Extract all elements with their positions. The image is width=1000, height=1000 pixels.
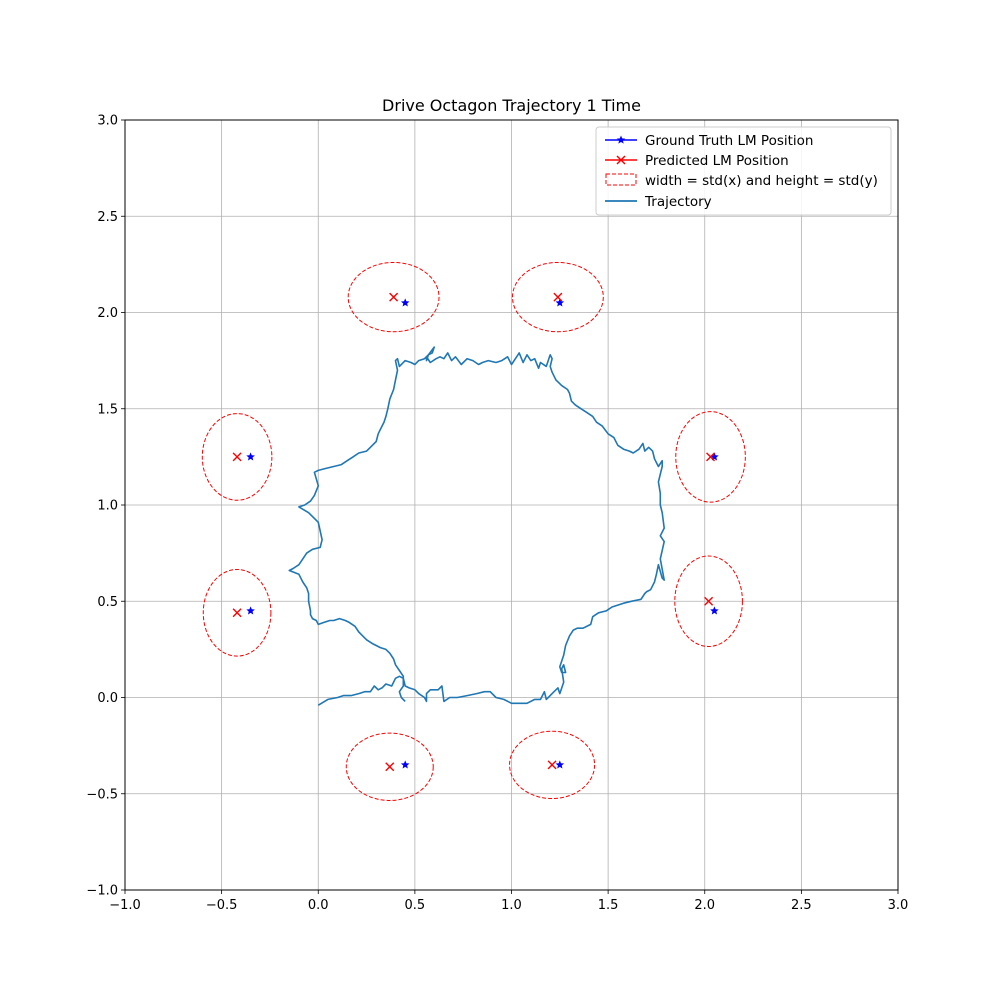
legend-ellipse-label: width = std(x) and height = std(y) xyxy=(645,173,878,189)
y-tick-label: 0.0 xyxy=(97,691,118,706)
x-tick-label: 2.0 xyxy=(694,898,715,913)
ground-truth-star-marker xyxy=(400,298,410,307)
predicted-x-marker xyxy=(385,762,395,772)
ground-truth-star-marker xyxy=(555,298,565,307)
trajectory-layer xyxy=(288,346,666,706)
x-tick-label: 3.0 xyxy=(888,898,909,913)
y-tick-label: 3.0 xyxy=(97,114,118,129)
legend-predicted-x-icon xyxy=(616,155,626,165)
ground-truth-star-marker xyxy=(555,760,565,769)
std-ellipse xyxy=(201,413,273,501)
std-ellipse xyxy=(674,555,743,647)
legend-ground-truth-label: Ground Truth LM Position xyxy=(645,133,813,149)
x-tick-label: −0.5 xyxy=(206,898,238,913)
std-ellipse xyxy=(511,261,604,333)
predicted-x-marker xyxy=(389,292,399,302)
std-ellipse xyxy=(345,732,434,801)
predicted-x-marker xyxy=(706,452,716,462)
predicted-x-marker xyxy=(547,760,557,770)
trajectory-line xyxy=(288,346,666,706)
x-tick-label: 0.0 xyxy=(308,898,329,913)
legend-ellipse-patch xyxy=(605,173,637,186)
std-ellipse xyxy=(347,261,440,333)
ground-truth-star-marker xyxy=(246,606,255,615)
std-ellipse xyxy=(509,730,596,800)
y-tick-label: −1.0 xyxy=(86,884,118,899)
chart-title: Drive Octagon Trajectory 1 Time xyxy=(382,96,641,115)
y-tick-label: 1.0 xyxy=(97,499,118,514)
legend: Ground Truth LM Position Predicted LM Po… xyxy=(595,126,892,216)
y-tick-label: 2.5 xyxy=(97,210,118,225)
predicted-x-marker xyxy=(553,292,563,302)
legend-box xyxy=(595,126,892,216)
x-tick-label: 1.0 xyxy=(501,898,522,913)
y-tick-label: 1.5 xyxy=(97,402,118,417)
ground-truth-star-marker xyxy=(400,760,410,769)
legend-trajectory-label: Trajectory xyxy=(644,194,712,210)
y-tick-label: 2.0 xyxy=(97,306,118,321)
x-tick-label: 0.5 xyxy=(405,898,426,913)
std-ellipse xyxy=(202,568,272,657)
x-tick-label: 2.5 xyxy=(791,898,812,913)
std-ellipse xyxy=(675,411,746,503)
y-tick-label: −0.5 xyxy=(86,787,118,802)
predicted-x-marker xyxy=(704,596,714,606)
predicted-x-marker xyxy=(232,608,242,618)
legend-ground-truth-star-icon xyxy=(616,135,626,144)
ground-truth-star-marker xyxy=(710,606,719,615)
x-tick-label: −1.0 xyxy=(109,898,141,913)
std-ellipses xyxy=(201,261,746,801)
predicted-x-marker xyxy=(232,452,242,462)
ground-truth-star-marker xyxy=(246,452,255,461)
y-tick-label: 0.5 xyxy=(97,595,118,610)
legend-predicted-label: Predicted LM Position xyxy=(645,153,789,169)
marker-layer xyxy=(232,292,719,772)
x-tick-label: 1.5 xyxy=(598,898,619,913)
ticks: −1.0 −0.5 0.0 0.5 1.0 1.5 2.0 2.5 3.0 −1.0 −0.5 0.0… xyxy=(86,114,908,914)
